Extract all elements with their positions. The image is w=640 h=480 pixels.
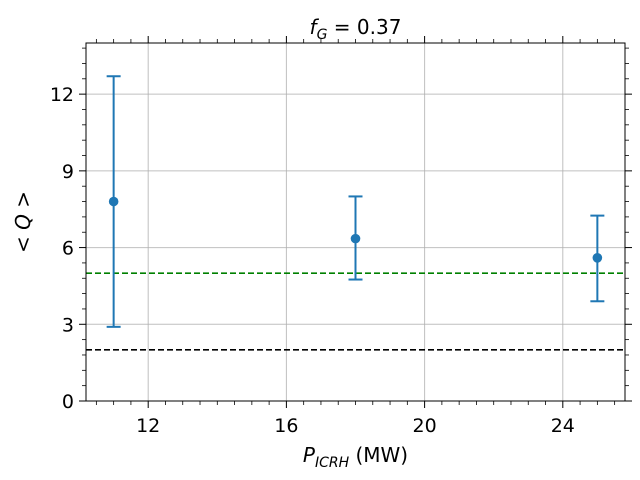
y-tick-label: 0 — [62, 391, 74, 413]
data-series — [106, 75, 605, 328]
data-point — [592, 252, 603, 263]
y-axis-label: < Q > — [11, 191, 35, 253]
reference-lines — [86, 272, 625, 351]
y-tick-label: 12 — [50, 84, 74, 106]
x-tick-label: 16 — [274, 415, 298, 437]
data-point — [108, 196, 119, 207]
axis-ticks: 12 16 20 24 0 3 6 9 12 — [50, 36, 632, 437]
x-tick-label: 20 — [413, 415, 437, 437]
x-tick-label: 12 — [136, 415, 160, 437]
x-axis-label: PICRH (MW) — [303, 443, 408, 471]
y-tick-label: 9 — [62, 161, 74, 183]
x-tick-label: 24 — [551, 415, 575, 437]
y-tick-label: 6 — [62, 238, 74, 260]
y-tick-label: 3 — [62, 314, 74, 336]
data-point — [350, 233, 361, 244]
chart-title: fG = 0.37 — [310, 15, 402, 43]
